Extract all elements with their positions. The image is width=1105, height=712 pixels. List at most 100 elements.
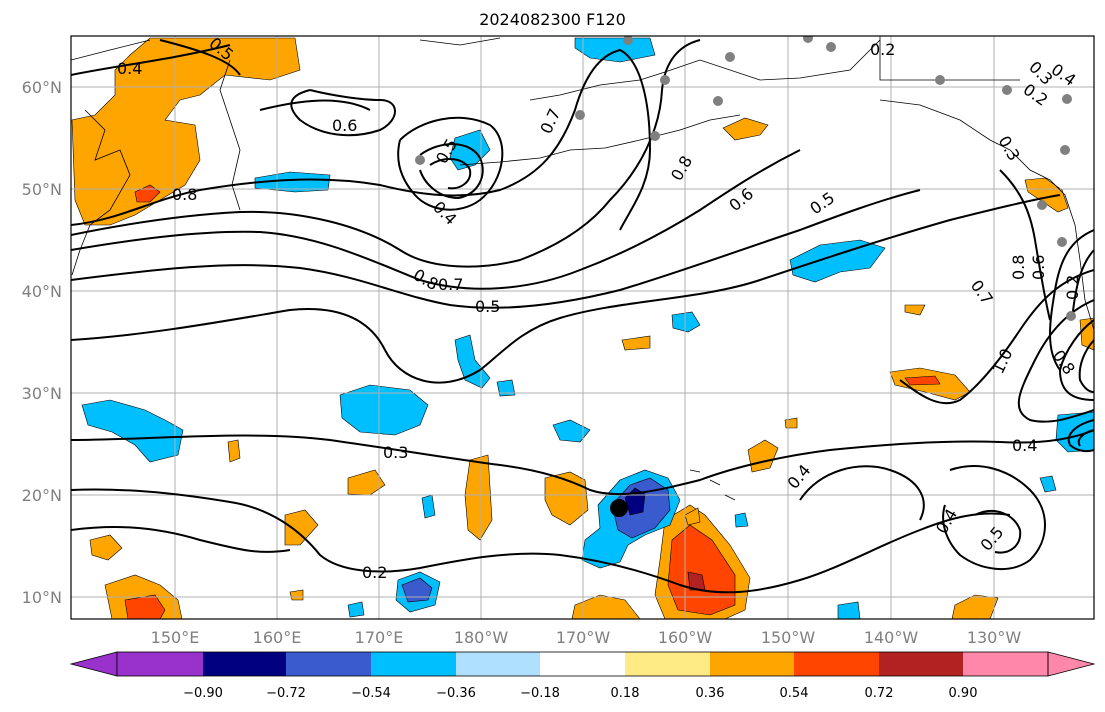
lon-tick-label: 170°E [355, 628, 404, 647]
colorbar-bin [371, 652, 456, 676]
positive-anomaly-region [1024, 177, 1069, 213]
station-markers [415, 36, 1076, 321]
negative-anomaly-core [401, 577, 433, 603]
negative-anomaly-region [552, 419, 591, 443]
colorbar-extend-low [69, 651, 118, 677]
contour-label: 0.2 [362, 563, 387, 582]
station-dot [725, 52, 735, 62]
colorbar-bin [794, 652, 879, 676]
lon-tick-label: 160°E [253, 628, 302, 647]
lon-tick-label: 130°W [967, 628, 1022, 647]
contour-label: 0.4 [1012, 436, 1037, 455]
contour-label: 0.6 [332, 116, 357, 135]
colorbar-tick-label: 0.90 [949, 686, 978, 701]
colorbar-bin [456, 652, 540, 676]
lon-tick-label: 170°W [556, 628, 611, 647]
positive-anomaly-region [71, 37, 301, 226]
positive-anomaly-core [124, 594, 166, 619]
colorbar-bin [710, 652, 794, 676]
negative-anomaly-region [496, 379, 516, 397]
contour-label: 0.2 [1063, 275, 1082, 300]
colorbar-tick-label: 0.72 [865, 686, 894, 701]
colorbar-bin [286, 652, 371, 676]
contour-label: 0.8 [1009, 255, 1028, 280]
negative-anomaly-region [789, 239, 886, 283]
colorbar-tick-label: −0.18 [520, 686, 560, 701]
longitude-labels: 150°E 160°E 170°E 180°W 170°W 160°W 150°… [151, 628, 1022, 647]
station-dot [415, 155, 425, 165]
station-dot [826, 42, 836, 52]
station-dot [575, 110, 585, 120]
station-dot [803, 36, 813, 43]
graticule [71, 36, 1094, 619]
lat-tick-label: 20°N [22, 486, 62, 505]
contour-lines [71, 39, 1094, 594]
positive-anomaly-region [289, 589, 304, 601]
negative-anomaly-region [734, 512, 749, 528]
station-dot [1057, 237, 1067, 247]
station-dot [1062, 94, 1072, 104]
colorbar-tick-label: −0.54 [351, 686, 391, 701]
colorbar-bin [879, 652, 963, 676]
colorbar-tick-label: −0.36 [436, 686, 476, 701]
lon-tick-label: 150°W [761, 628, 816, 647]
negative-anomaly-region [421, 494, 436, 519]
colorbar-bin [203, 652, 286, 676]
negative-anomaly-region [254, 171, 331, 193]
station-dot [623, 36, 633, 45]
station-dot [1002, 85, 1012, 95]
negative-anomaly-region [1039, 475, 1057, 493]
lon-tick-label: 180°W [454, 628, 509, 647]
colorbar [69, 651, 1096, 677]
colorbar-bin [963, 652, 1048, 676]
positive-anomaly-region [904, 304, 926, 316]
positive-anomaly-region [227, 439, 241, 463]
colorbar-frame [116, 651, 1049, 677]
coastlines [71, 36, 1094, 501]
lat-tick-label: 40°N [22, 282, 62, 301]
positive-anomaly-region [684, 507, 701, 526]
map-title: 2024082300 F120 [479, 10, 626, 29]
lat-tick-label: 60°N [22, 78, 62, 97]
lat-tick-label: 10°N [22, 588, 62, 607]
station-dot [1066, 311, 1076, 321]
lat-tick-label: 50°N [22, 180, 62, 199]
negative-anomaly-region [339, 384, 429, 436]
colorbar-bin [540, 652, 625, 676]
map-frame [70, 35, 1095, 620]
shaded-anomaly-fields [71, 37, 1094, 619]
contour-label: 0.6 [1029, 255, 1048, 280]
station-dot [1060, 145, 1070, 155]
colorbar-tick-label: 0.18 [611, 686, 640, 701]
lon-tick-label: 140°W [864, 628, 919, 647]
negative-anomaly-region [837, 601, 861, 619]
lon-tick-label: 160°W [658, 628, 713, 647]
station-dot [935, 75, 945, 85]
colorbar-tick-label: 0.54 [780, 686, 809, 701]
contour-label: 0.3 [383, 443, 408, 462]
negative-anomaly-region [574, 37, 656, 63]
station-dot [713, 96, 723, 106]
contour-label: 0.7 [438, 275, 463, 294]
colorbar-tick-label: 0.36 [696, 686, 725, 701]
latitude-labels: 60°N 50°N 40°N 30°N 20°N 10°N [22, 78, 62, 607]
contour-label: 0.5 [475, 297, 500, 316]
positive-anomaly-region [621, 335, 651, 351]
positive-anomaly-region [464, 454, 493, 541]
lat-tick-label: 30°N [22, 384, 62, 403]
contour-label: 0.4 [117, 59, 142, 78]
positive-anomaly-region [784, 417, 798, 429]
negative-anomaly-region [671, 311, 701, 333]
colorbar-tick-label: −0.72 [266, 686, 306, 701]
contour-label: 0.8 [172, 185, 197, 204]
station-dot [660, 75, 670, 85]
colorbar-labels: −0.90 −0.72 −0.54 −0.36 −0.18 0.18 0.36 … [183, 686, 977, 701]
negative-anomaly-region [81, 399, 184, 463]
positive-anomaly-region [284, 509, 319, 546]
negative-anomaly-region [347, 601, 365, 618]
colorbar-tick-label: −0.90 [183, 686, 223, 701]
colorbar-bin [117, 652, 203, 676]
positive-anomaly-region [89, 534, 123, 561]
station-dot [1037, 200, 1047, 210]
